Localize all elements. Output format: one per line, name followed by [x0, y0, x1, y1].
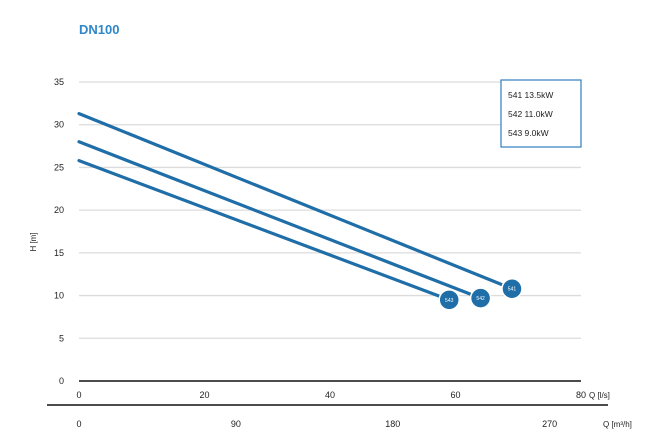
y-tick-label: 35 [54, 77, 64, 87]
legend-entry-542: 542 11.0kW [508, 109, 553, 119]
x2-tick-label: 90 [231, 419, 241, 429]
x-tick-label: 80 [576, 390, 586, 400]
series-line-541 [77, 112, 514, 291]
x-tick-label: 20 [199, 390, 209, 400]
x-axis-label: Q [l/s] [589, 391, 610, 400]
y-tick-label: 25 [54, 162, 64, 172]
y-tick-label: 10 [54, 291, 64, 301]
series-line-543 [77, 158, 451, 302]
x2-tick-label: 0 [76, 419, 81, 429]
legend-box [500, 79, 582, 148]
chart-title: DN100 [79, 22, 119, 37]
end-marker-label: 541 [508, 287, 517, 293]
end-marker-543 [438, 289, 460, 311]
x2-tick-label: 180 [385, 419, 400, 429]
end-marker-label: 543 [445, 298, 454, 304]
x2-tick-label: 270 [542, 419, 557, 429]
gridlines [79, 81, 581, 339]
legend: 541 13.5kW 542 11.0kW 543 9.0kW [500, 79, 582, 148]
x-tick-labels: 0 20 40 60 80 [76, 390, 586, 400]
y-tick-labels: 0 5 10 15 20 25 30 35 [54, 77, 64, 386]
x2-axis-label: Q [m³/h] [603, 420, 632, 429]
legend-entry-541: 541 13.5kW [508, 90, 553, 100]
series-curves: 541 542 543 [77, 112, 523, 311]
legend-entry-543: 543 9.0kW [508, 128, 549, 138]
y-tick-label: 20 [54, 205, 64, 215]
x-tick-label: 60 [450, 390, 460, 400]
end-marker-541 [501, 277, 523, 300]
x2-tick-labels: 0 90 180 270 [76, 419, 557, 429]
series-line-542 [77, 140, 483, 300]
y-tick-label: 30 [54, 120, 64, 130]
x-tick-label: 40 [325, 390, 335, 400]
end-marker-label: 542 [476, 296, 485, 302]
y-tick-label: 15 [54, 248, 64, 258]
x-tick-label: 0 [76, 390, 81, 400]
y-tick-label: 5 [59, 333, 64, 343]
end-marker-542 [469, 287, 492, 309]
y-axis-label: H [m] [29, 232, 38, 251]
y-tick-label: 0 [59, 376, 64, 386]
